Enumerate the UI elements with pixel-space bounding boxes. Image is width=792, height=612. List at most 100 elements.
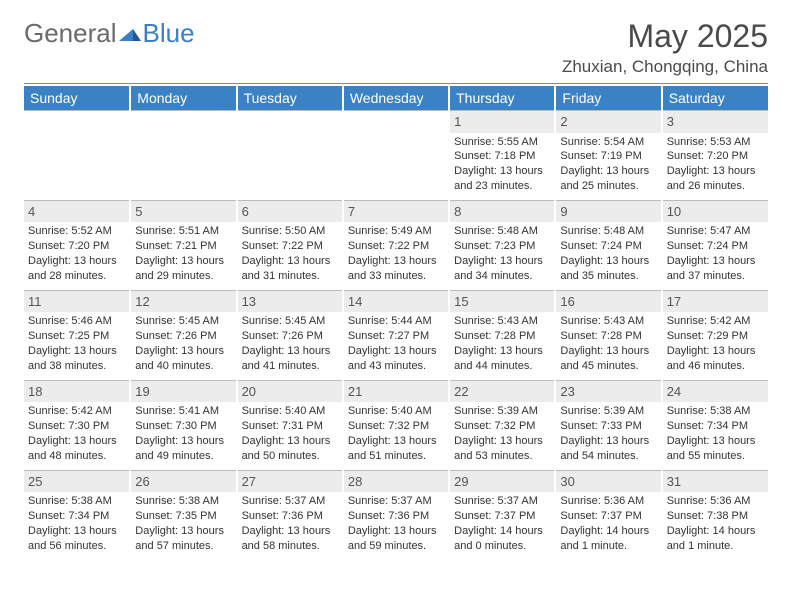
calendar-cell: 21Sunrise: 5:40 AMSunset: 7:32 PMDayligh…	[343, 380, 449, 470]
sunset-line: Sunset: 7:21 PM	[135, 239, 231, 254]
sunset-line: Sunset: 7:26 PM	[135, 329, 231, 344]
daylight-line-2: and 0 minutes.	[454, 539, 550, 554]
sunset-line: Sunset: 7:24 PM	[560, 239, 656, 254]
day-number: 17	[663, 290, 768, 313]
daylight-line-1: Daylight: 13 hours	[348, 524, 444, 539]
daylight-line-2: and 26 minutes.	[667, 179, 764, 194]
daylight-line-2: and 49 minutes.	[135, 449, 231, 464]
sunset-line: Sunset: 7:37 PM	[454, 509, 550, 524]
daylight-line-1: Daylight: 13 hours	[560, 434, 656, 449]
sunset-line: Sunset: 7:37 PM	[560, 509, 656, 524]
sunrise-line: Sunrise: 5:36 AM	[560, 494, 656, 509]
day-number: 30	[556, 470, 660, 493]
sunset-line: Sunset: 7:19 PM	[560, 149, 656, 164]
sunset-line: Sunset: 7:20 PM	[667, 149, 764, 164]
calendar-cell	[343, 110, 449, 200]
daylight-line-1: Daylight: 13 hours	[28, 434, 125, 449]
weekday-header: Saturday	[662, 86, 768, 110]
daylight-line-1: Daylight: 13 hours	[28, 254, 125, 269]
weekday-header: Wednesday	[343, 86, 449, 110]
sunrise-line: Sunrise: 5:45 AM	[242, 314, 338, 329]
daylight-line-1: Daylight: 13 hours	[667, 164, 764, 179]
daylight-line-1: Daylight: 13 hours	[454, 434, 550, 449]
daylight-line-2: and 34 minutes.	[454, 269, 550, 284]
weekday-header: Monday	[130, 86, 236, 110]
weekday-header: Sunday	[24, 86, 130, 110]
day-number: 10	[663, 200, 768, 223]
daylight-line-2: and 51 minutes.	[348, 449, 444, 464]
empty-day	[24, 110, 129, 133]
calendar-cell: 28Sunrise: 5:37 AMSunset: 7:36 PMDayligh…	[343, 470, 449, 560]
daylight-line-2: and 41 minutes.	[242, 359, 338, 374]
calendar-cell: 23Sunrise: 5:39 AMSunset: 7:33 PMDayligh…	[555, 380, 661, 470]
sunset-line: Sunset: 7:18 PM	[454, 149, 550, 164]
sunrise-line: Sunrise: 5:48 AM	[454, 224, 550, 239]
calendar-cell: 14Sunrise: 5:44 AMSunset: 7:27 PMDayligh…	[343, 290, 449, 380]
sunrise-line: Sunrise: 5:43 AM	[560, 314, 656, 329]
daylight-line-1: Daylight: 14 hours	[560, 524, 656, 539]
sunrise-line: Sunrise: 5:53 AM	[667, 135, 764, 150]
sunrise-line: Sunrise: 5:44 AM	[348, 314, 444, 329]
calendar-cell: 27Sunrise: 5:37 AMSunset: 7:36 PMDayligh…	[237, 470, 343, 560]
day-number: 15	[450, 290, 554, 313]
calendar-cell: 5Sunrise: 5:51 AMSunset: 7:21 PMDaylight…	[130, 200, 236, 290]
sunrise-line: Sunrise: 5:39 AM	[560, 404, 656, 419]
daylight-line-1: Daylight: 14 hours	[454, 524, 550, 539]
calendar-cell: 3Sunrise: 5:53 AMSunset: 7:20 PMDaylight…	[662, 110, 768, 200]
calendar-cell: 24Sunrise: 5:38 AMSunset: 7:34 PMDayligh…	[662, 380, 768, 470]
logo-triangle-icon	[119, 25, 141, 43]
sunset-line: Sunset: 7:20 PM	[28, 239, 125, 254]
weekday-header: Friday	[555, 86, 661, 110]
day-number: 1	[450, 110, 554, 133]
daylight-line-1: Daylight: 13 hours	[28, 344, 125, 359]
calendar-cell: 13Sunrise: 5:45 AMSunset: 7:26 PMDayligh…	[237, 290, 343, 380]
divider	[24, 83, 768, 84]
daylight-line-1: Daylight: 13 hours	[242, 344, 338, 359]
sunset-line: Sunset: 7:25 PM	[28, 329, 125, 344]
calendar-row: 4Sunrise: 5:52 AMSunset: 7:20 PMDaylight…	[24, 200, 768, 290]
daylight-line-2: and 44 minutes.	[454, 359, 550, 374]
daylight-line-1: Daylight: 13 hours	[135, 254, 231, 269]
daylight-line-2: and 35 minutes.	[560, 269, 656, 284]
daylight-line-1: Daylight: 13 hours	[667, 434, 764, 449]
empty-day	[238, 110, 342, 133]
daylight-line-1: Daylight: 13 hours	[348, 254, 444, 269]
daylight-line-2: and 33 minutes.	[348, 269, 444, 284]
daylight-line-2: and 1 minute.	[560, 539, 656, 554]
sunset-line: Sunset: 7:34 PM	[28, 509, 125, 524]
calendar-cell: 4Sunrise: 5:52 AMSunset: 7:20 PMDaylight…	[24, 200, 130, 290]
sunset-line: Sunset: 7:31 PM	[242, 419, 338, 434]
sunset-line: Sunset: 7:36 PM	[348, 509, 444, 524]
calendar-cell: 12Sunrise: 5:45 AMSunset: 7:26 PMDayligh…	[130, 290, 236, 380]
calendar-cell: 30Sunrise: 5:36 AMSunset: 7:37 PMDayligh…	[555, 470, 661, 560]
sunrise-line: Sunrise: 5:37 AM	[348, 494, 444, 509]
sunset-line: Sunset: 7:32 PM	[348, 419, 444, 434]
calendar-cell: 6Sunrise: 5:50 AMSunset: 7:22 PMDaylight…	[237, 200, 343, 290]
daylight-line-2: and 1 minute.	[667, 539, 764, 554]
daylight-line-1: Daylight: 13 hours	[454, 344, 550, 359]
sunset-line: Sunset: 7:32 PM	[454, 419, 550, 434]
sunrise-line: Sunrise: 5:54 AM	[560, 135, 656, 150]
calendar-cell: 22Sunrise: 5:39 AMSunset: 7:32 PMDayligh…	[449, 380, 555, 470]
title-block: May 2025 Zhuxian, Chongqing, China	[562, 18, 768, 77]
day-number: 11	[24, 290, 129, 313]
calendar-table: SundayMondayTuesdayWednesdayThursdayFrid…	[24, 86, 768, 560]
daylight-line-1: Daylight: 13 hours	[560, 164, 656, 179]
sunrise-line: Sunrise: 5:52 AM	[28, 224, 125, 239]
calendar-cell: 7Sunrise: 5:49 AMSunset: 7:22 PMDaylight…	[343, 200, 449, 290]
day-number: 20	[238, 380, 342, 403]
daylight-line-1: Daylight: 13 hours	[667, 254, 764, 269]
sunset-line: Sunset: 7:27 PM	[348, 329, 444, 344]
calendar-cell: 16Sunrise: 5:43 AMSunset: 7:28 PMDayligh…	[555, 290, 661, 380]
calendar-cell: 18Sunrise: 5:42 AMSunset: 7:30 PMDayligh…	[24, 380, 130, 470]
calendar-cell: 29Sunrise: 5:37 AMSunset: 7:37 PMDayligh…	[449, 470, 555, 560]
day-number: 24	[663, 380, 768, 403]
daylight-line-2: and 46 minutes.	[667, 359, 764, 374]
daylight-line-2: and 38 minutes.	[28, 359, 125, 374]
day-number: 28	[344, 470, 448, 493]
daylight-line-2: and 56 minutes.	[28, 539, 125, 554]
sunrise-line: Sunrise: 5:42 AM	[28, 404, 125, 419]
sunset-line: Sunset: 7:33 PM	[560, 419, 656, 434]
daylight-line-1: Daylight: 13 hours	[135, 434, 231, 449]
daylight-line-2: and 25 minutes.	[560, 179, 656, 194]
